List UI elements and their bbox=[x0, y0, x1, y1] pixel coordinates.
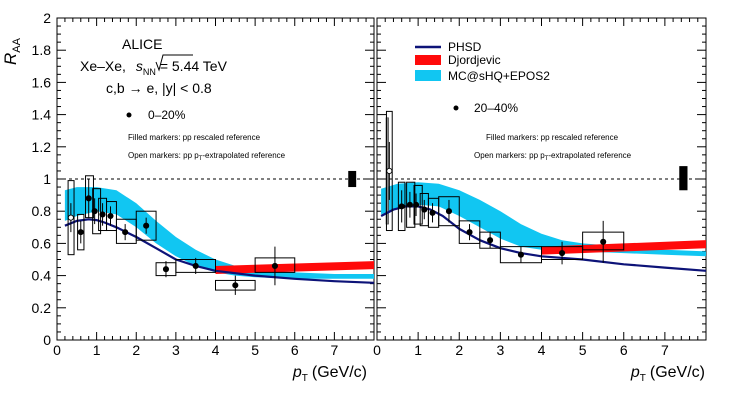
systematic-box-left-1 bbox=[85, 175, 94, 219]
energy-sqrt: s bbox=[136, 58, 143, 74]
data-point-left-open-0 bbox=[67, 214, 74, 221]
y-tick-label: 0.2 bbox=[32, 300, 52, 316]
data-point-right-4 bbox=[429, 209, 436, 216]
data-point-right-10 bbox=[600, 238, 607, 245]
legend-mcshq-label: MC@sHQ+EPOS2 bbox=[448, 69, 550, 83]
right-axis-ticks: 0 1 2 3 4 5 6 7 bbox=[373, 17, 707, 358]
left-plot-area bbox=[57, 170, 374, 295]
systematic-box-left-0 bbox=[77, 213, 85, 251]
y-tick-label: 0 bbox=[43, 332, 51, 348]
x-tick-label-left: 4 bbox=[212, 342, 220, 358]
sqrt-symbol bbox=[155, 54, 193, 72]
mcshq-band-right bbox=[381, 182, 706, 257]
y-tick-label: 1.6 bbox=[32, 74, 52, 90]
x-tick-label-right: 7 bbox=[661, 342, 669, 358]
phsd-curve-left bbox=[64, 218, 374, 284]
data-point-left-3 bbox=[99, 211, 106, 218]
data-point-right-0 bbox=[398, 203, 405, 210]
x-tick-label-right: 1 bbox=[414, 342, 422, 358]
data-point-right-open-0 bbox=[386, 167, 393, 174]
data-point-right-1 bbox=[406, 201, 413, 208]
data-point-left-4 bbox=[107, 212, 114, 220]
systematic-box-right-5 bbox=[438, 196, 460, 227]
note-open-right: Open markers: pp pT-extrapolated referen… bbox=[474, 151, 632, 162]
x-tick-label-left: 6 bbox=[291, 342, 299, 358]
legend-mcshq-swatch bbox=[415, 70, 441, 81]
y-tick-label: 1.4 bbox=[32, 107, 52, 123]
right-x-axis-title: pT (GeV/c) bbox=[630, 364, 705, 384]
y-tick-label: 0.6 bbox=[32, 235, 52, 251]
centrality-marker-left bbox=[126, 112, 132, 118]
data-point-left-10 bbox=[271, 262, 278, 269]
left-x-axis-title: pT (GeV/c) bbox=[292, 364, 367, 384]
systematic-box-left-4 bbox=[106, 201, 117, 232]
y-tick-label: 2 bbox=[43, 10, 51, 26]
note-filled-right: Filled markers: pp rescaled reference bbox=[486, 133, 619, 142]
centrality-label-left: 0–20% bbox=[148, 108, 186, 122]
data-point-right-6 bbox=[466, 229, 473, 236]
data-point-right-9 bbox=[559, 250, 566, 257]
normalization-box-right bbox=[679, 166, 688, 191]
experiment-label: ALICE bbox=[122, 36, 162, 52]
centrality-label-right: 20–40% bbox=[474, 101, 518, 115]
centrality-marker-right bbox=[453, 105, 459, 111]
x-tick-label-left: 7 bbox=[330, 342, 338, 358]
data-point-left-9 bbox=[232, 282, 239, 289]
systematic-box-left-6 bbox=[135, 210, 157, 241]
data-point-right-7 bbox=[487, 237, 494, 244]
x-tick-label-right: 0 bbox=[373, 342, 381, 358]
right-plot-area bbox=[377, 110, 706, 272]
mcshq-band-left bbox=[64, 187, 374, 279]
process-label: c,b → e, |y| < 0.8 bbox=[106, 80, 212, 96]
y-axis-title-sub: AA bbox=[11, 37, 23, 52]
y-axis-title: RAA bbox=[1, 37, 23, 65]
x-tick-label-left: 1 bbox=[93, 342, 101, 358]
note-filled-left: Filled markers: pp rescaled reference bbox=[128, 133, 261, 142]
system-label: Xe–Xe, sNN = 5.44 TeV bbox=[80, 58, 228, 77]
x-tick-label-right: 3 bbox=[496, 342, 504, 358]
legend-djordjevic-label: Djordjevic bbox=[448, 53, 501, 67]
y-tick-label: 1.8 bbox=[32, 42, 52, 58]
data-point-left-2 bbox=[91, 208, 98, 215]
x-tick-label-left: 2 bbox=[132, 342, 140, 358]
note-open-left: Open markers: pp pT-extrapolated referen… bbox=[128, 151, 286, 162]
legend-phsd-label: PHSD bbox=[448, 40, 482, 54]
data-point-left-8 bbox=[192, 262, 199, 269]
data-point-left-1 bbox=[85, 195, 92, 202]
data-point-left-5 bbox=[122, 229, 129, 236]
data-point-right-8 bbox=[517, 251, 524, 258]
energy-value: = 5.44 TeV bbox=[160, 58, 228, 74]
x-tick-label-right: 2 bbox=[455, 342, 463, 358]
data-point-right-3 bbox=[421, 206, 428, 213]
normalization-box-left bbox=[348, 170, 357, 188]
x-tick-label-left: 3 bbox=[172, 342, 180, 358]
data-point-left-7 bbox=[162, 266, 170, 273]
data-point-right-2 bbox=[413, 201, 420, 208]
left-axis-ticks: 0 1 2 3 4 5 6 7 0 0.2 0.4 0.6 0.8 1 1.2 1.4 1.6 1.8 2 bbox=[32, 10, 375, 358]
y-tick-label: 1 bbox=[43, 171, 51, 187]
system-text: Xe–Xe, bbox=[80, 58, 126, 74]
energy-sub: NN bbox=[143, 67, 156, 77]
data-point-left-0 bbox=[77, 229, 84, 236]
data-point-right-5 bbox=[445, 208, 453, 215]
y-tick-label: 0.4 bbox=[32, 268, 52, 284]
y-axis-title-main: R bbox=[1, 53, 20, 65]
y-tick-label: 0.8 bbox=[32, 203, 52, 219]
data-point-left-6 bbox=[143, 222, 150, 229]
x-tick-label-right: 6 bbox=[620, 342, 628, 358]
x-tick-label-left: 5 bbox=[251, 342, 259, 358]
x-tick-label-right: 5 bbox=[579, 342, 587, 358]
x-tick-label-left: 0 bbox=[53, 342, 61, 358]
legend-djordjevic-swatch bbox=[415, 55, 441, 65]
systematic-box-right-0 bbox=[397, 181, 406, 232]
y-tick-label: 1.2 bbox=[32, 139, 52, 155]
x-tick-label-right: 4 bbox=[538, 342, 546, 358]
